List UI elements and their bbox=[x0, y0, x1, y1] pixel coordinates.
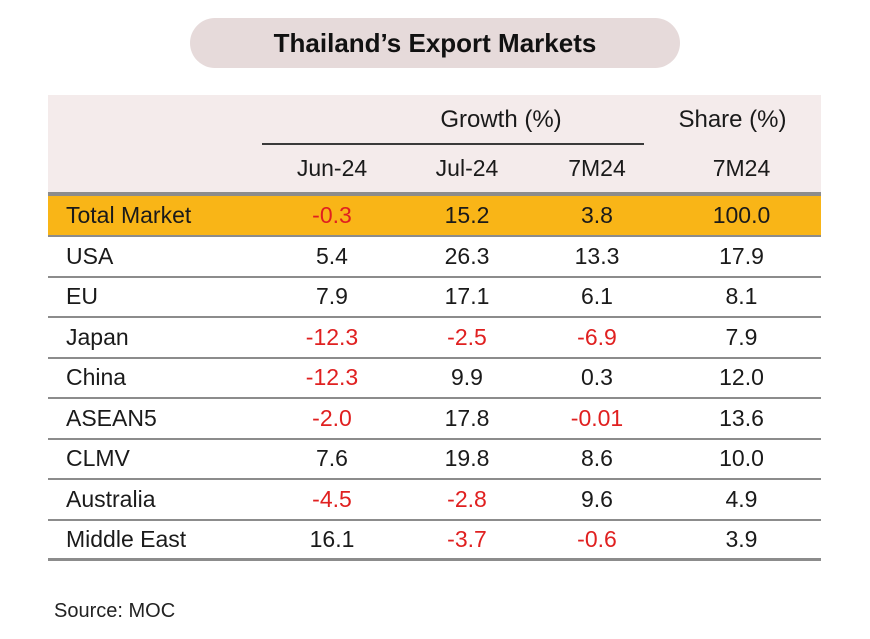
value-cell-share: 12.0 bbox=[719, 364, 764, 391]
value-cell-ytd: 6.1 bbox=[581, 283, 613, 310]
value-cell-jun: -12.3 bbox=[305, 364, 359, 391]
value-cell-jul: 17.1 bbox=[444, 283, 490, 310]
value-cell-ytd: -0.6 bbox=[577, 525, 617, 552]
market-cell: China bbox=[66, 364, 127, 391]
value-cell-ytd: -6.9 bbox=[577, 323, 617, 350]
column-header-jun: Jun-24 bbox=[296, 154, 368, 181]
value-cell-jun: -0.3 bbox=[312, 202, 352, 228]
value-cell-share: 4.9 bbox=[725, 485, 758, 512]
market-cell: USA bbox=[66, 242, 114, 269]
value-cell-jul: 9.9 bbox=[451, 364, 483, 391]
value-cell-jul: 15.2 bbox=[444, 202, 490, 228]
table-row: Australia -4.5 -2.8 9.6 4.9 bbox=[48, 480, 821, 521]
market-cell: Middle East bbox=[66, 525, 187, 552]
page-title: Thailand’s Export Markets bbox=[190, 18, 680, 68]
market-cell: ASEAN5 bbox=[66, 404, 157, 431]
market-cell: Japan bbox=[66, 323, 129, 350]
table-row: USA 5.4 26.3 13.3 17.9 bbox=[48, 237, 821, 278]
value-cell-ytd: 3.8 bbox=[581, 202, 613, 228]
value-cell-jun: -12.3 bbox=[305, 323, 359, 350]
market-cell: Australia bbox=[66, 485, 156, 512]
value-cell-share: 7.9 bbox=[725, 323, 758, 350]
table-row-total: Total Market -0.3 15.2 3.8 100.0 bbox=[48, 196, 821, 237]
table-row: CLMV 7.6 19.8 8.6 10.0 bbox=[48, 440, 821, 480]
value-cell-jul: -2.8 bbox=[447, 485, 487, 512]
value-cell-jul: 26.3 bbox=[444, 242, 490, 269]
market-cell: CLMV bbox=[66, 445, 130, 472]
value-cell-ytd: 8.6 bbox=[581, 445, 613, 472]
value-cell-share: 8.1 bbox=[725, 283, 758, 310]
value-cell-ytd: 13.3 bbox=[574, 242, 620, 269]
growth-group-rule bbox=[262, 143, 644, 145]
value-cell-share: 10.0 bbox=[719, 445, 764, 472]
value-cell-jun: 7.6 bbox=[316, 445, 348, 472]
value-cell-jul: -3.7 bbox=[447, 525, 487, 552]
source-note: Source: MOC bbox=[54, 600, 176, 622]
value-cell-share: 3.9 bbox=[725, 525, 758, 552]
value-cell-jun: 16.1 bbox=[309, 525, 355, 552]
market-cell: Total Market bbox=[66, 202, 192, 228]
header-divider bbox=[48, 192, 821, 196]
value-cell-ytd: 9.6 bbox=[581, 485, 613, 512]
value-cell-jul: 19.8 bbox=[444, 445, 490, 472]
table-body: Total Market -0.3 15.2 3.8 100.0 USA 5.4 26.3 13… bbox=[48, 196, 821, 561]
column-header-7m24-growth: 7M24 bbox=[568, 154, 626, 181]
value-cell-jul: -2.5 bbox=[447, 323, 487, 350]
value-cell-jul: 17.8 bbox=[444, 404, 490, 431]
value-cell-ytd: 0.3 bbox=[581, 364, 613, 391]
value-cell-jun: 7.9 bbox=[316, 283, 348, 310]
value-cell-jun: -2.0 bbox=[312, 404, 352, 431]
value-cell-jun: 5.4 bbox=[316, 242, 348, 269]
table-row: EU 7.9 17.1 6.1 8.1 bbox=[48, 278, 821, 318]
value-cell-ytd: -0.01 bbox=[570, 404, 624, 431]
table-row: ASEAN5 -2.0 17.8 -0.01 13.6 bbox=[48, 399, 821, 440]
value-cell-share: 100.0 bbox=[712, 202, 771, 228]
value-cell-share: 13.6 bbox=[719, 404, 764, 431]
table-header: Growth (%) Share (%) Jun-24 Jul-24 7M24 … bbox=[48, 95, 821, 192]
market-cell: EU bbox=[66, 283, 98, 310]
value-cell-jun: -4.5 bbox=[312, 485, 352, 512]
table-row: China -12.3 9.9 0.3 12.0 bbox=[48, 359, 821, 399]
column-header-jul: Jul-24 bbox=[435, 154, 499, 181]
table-row: Middle East 16.1 -3.7 -0.6 3.9 bbox=[48, 521, 821, 561]
share-group-header: Share (%) bbox=[678, 106, 787, 133]
export-markets-table: Growth (%) Share (%) Jun-24 Jul-24 7M24 … bbox=[48, 95, 821, 561]
table-row: Japan -12.3 -2.5 -6.9 7.9 bbox=[48, 318, 821, 359]
growth-group-header: Growth (%) bbox=[440, 106, 562, 133]
column-header-7m24-share: 7M24 bbox=[712, 154, 771, 181]
value-cell-share: 17.9 bbox=[719, 242, 764, 269]
